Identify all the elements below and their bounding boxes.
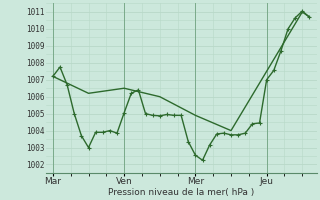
X-axis label: Pression niveau de la mer( hPa ): Pression niveau de la mer( hPa ) [108,188,254,197]
